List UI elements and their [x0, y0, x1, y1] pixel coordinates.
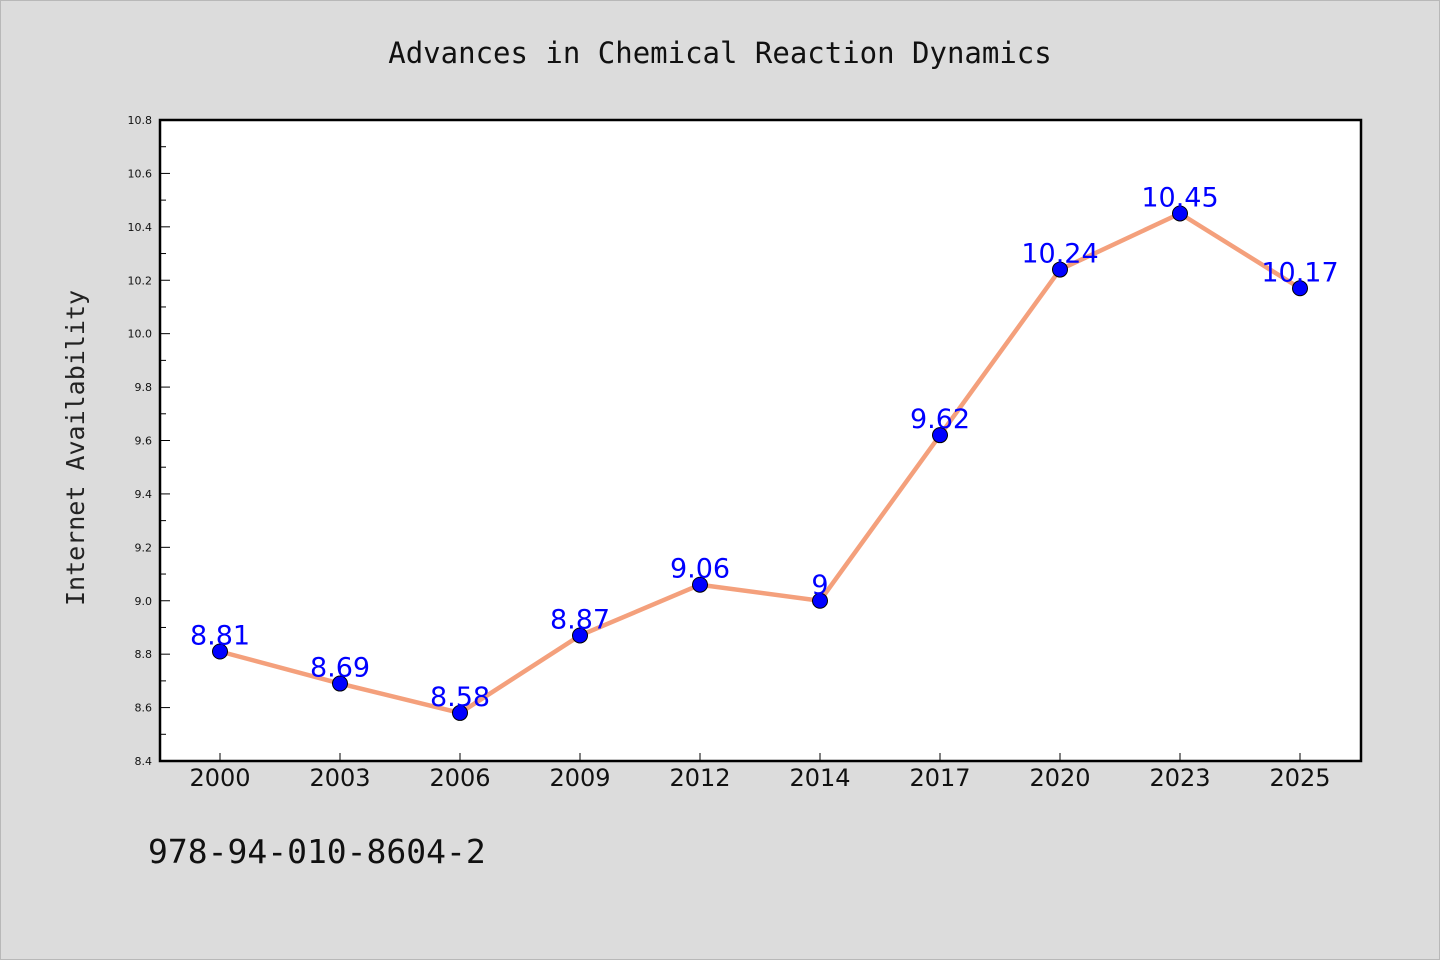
y-tick-label: 10.8	[128, 114, 153, 127]
y-tick-label: 9.6	[135, 435, 153, 448]
data-point	[452, 704, 468, 721]
data-point	[1052, 261, 1068, 278]
data-label: 8.69	[310, 653, 370, 684]
series-line	[217, 211, 1303, 716]
data-label: 8.87	[550, 604, 610, 635]
y-tick-label: 10.6	[128, 167, 153, 180]
x-tick-label: 2023	[1149, 764, 1210, 792]
data-label: 8.58	[430, 682, 490, 713]
y-tick-label: 10.0	[128, 328, 153, 341]
y-axis-ticks: 8.4 8.6 8.8 9.0 9.2 9.4 9.6 9.8 10.0 10.2 10.4 10.6…	[128, 114, 170, 768]
y-tick-label: 8.6	[135, 702, 153, 715]
data-label: 9.06	[670, 554, 730, 585]
data-point	[332, 675, 348, 692]
data-point	[1172, 205, 1188, 222]
data-point	[212, 643, 228, 660]
data-point	[692, 576, 708, 593]
x-axis-ticks: 2000 2003 2006 2009 2012 2014 2017 2020 2023 2025	[189, 753, 1331, 792]
data-point	[1292, 280, 1308, 297]
data-point	[932, 427, 948, 444]
data-label: 9.62	[910, 404, 970, 435]
y-tick-label: 9.4	[135, 488, 153, 501]
data-label: 9	[811, 570, 828, 601]
series-layer	[212, 205, 1308, 721]
data-labels: 8.81 8.69 8.58 8.87 9.06 9 9.62 10.24 10.45 10.17	[190, 182, 1339, 712]
x-tick-label: 2006	[429, 764, 490, 792]
x-tick-label: 2009	[549, 764, 610, 792]
y-tick-label: 10.2	[128, 274, 153, 287]
data-point	[572, 627, 588, 644]
x-tick-label: 2014	[789, 764, 850, 792]
y-tick-label: 9.0	[135, 595, 153, 608]
x-tick-label: 2025	[1269, 764, 1330, 792]
x-tick-label: 2017	[909, 764, 970, 792]
y-tick-label: 8.8	[135, 648, 153, 661]
y-tick-label: 9.2	[135, 541, 153, 554]
data-label: 10.45	[1141, 182, 1218, 213]
x-tick-label: 2012	[669, 764, 730, 792]
x-tick-label: 2003	[309, 764, 370, 792]
data-label: 10.24	[1021, 239, 1098, 270]
x-tick-label: 2020	[1029, 764, 1090, 792]
y-tick-label: 10.4	[128, 221, 153, 234]
data-label: 8.81	[190, 620, 250, 651]
y-tick-label: 8.4	[135, 755, 153, 768]
x-tick-label: 2000	[189, 764, 250, 792]
data-label: 10.17	[1261, 257, 1338, 288]
plot-area	[158, 118, 1363, 763]
y-axis-label: Internet Availability	[61, 290, 90, 606]
isbn-text: 978-94-010-8604-2	[148, 832, 486, 871]
data-point	[812, 592, 828, 609]
chart-title: Advances in Chemical Reaction Dynamics	[388, 36, 1051, 70]
y-tick-label: 9.8	[135, 381, 153, 394]
